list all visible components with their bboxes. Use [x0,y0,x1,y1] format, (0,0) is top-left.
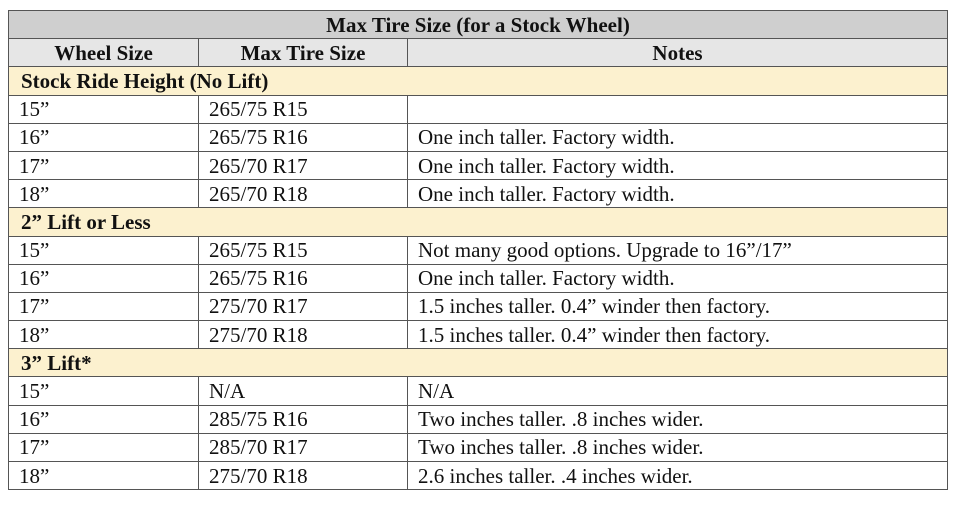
table-body: Max Tire Size (for a Stock Wheel) Wheel … [8,9,948,491]
cell: One inch taller. Factory width. [407,150,948,181]
data-row: 16” 285/75 R16 Two inches taller. .8 inche… [8,404,948,434]
cell: One inch taller. Factory width. [407,263,948,293]
cell: 16” [8,263,199,293]
section-row: 2” Lift or Less [8,207,948,237]
data-row: 18” 275/70 R18 2.6 inches taller. .4 inche… [8,460,948,491]
section-title: 2” Lift or Less [8,207,948,237]
cell: 17” [8,291,199,322]
cell: 18” [8,460,199,491]
data-row: 17” 265/70 R17 One inch taller. Factory wi… [8,150,948,181]
section-title: Stock Ride Height (No Lift) [8,66,948,96]
tire-size-table: Max Tire Size (for a Stock Wheel) Wheel … [8,9,948,491]
data-row: 15” 265/75 R15 Not many good options. Upgr… [8,235,948,265]
cell: 2.6 inches taller. .4 inches wider. [407,460,948,491]
column-header: Max Tire Size [198,38,408,68]
cell: 16” [8,122,199,152]
cell: 18” [8,179,199,209]
cell: 17” [8,432,199,463]
cell: Not many good options. Upgrade to 16”/17… [407,235,948,265]
empty-cell [407,94,948,124]
cell: 265/75 R15 [198,235,408,265]
cell: 18” [8,320,199,350]
data-row: 15” N/A N/A [8,376,948,406]
data-row: 15” 265/75 R15 [8,94,948,124]
cell: 1.5 inches taller. 0.4” winder then fact… [407,320,948,350]
cell: 15” [8,376,199,406]
cell: 15” [8,235,199,265]
cell: One inch taller. Factory width. [407,179,948,209]
header-row: Wheel Size Max Tire Size Notes [8,38,948,68]
cell: 17” [8,150,199,181]
cell: 265/70 R17 [198,150,408,181]
section-row: Stock Ride Height (No Lift) [8,66,948,96]
cell: Two inches taller. .8 inches wider. [407,404,948,434]
data-row: 16” 265/75 R16 One inch taller. Factory wi… [8,122,948,152]
cell: 265/75 R15 [198,94,408,124]
cell: 15” [8,94,199,124]
data-row: 17” 275/70 R17 1.5 inches taller. 0.4” win… [8,291,948,322]
table-title: Max Tire Size (for a Stock Wheel) [8,9,948,40]
cell: 275/70 R18 [198,460,408,491]
column-header: Wheel Size [8,38,199,68]
data-row: 18” 275/70 R18 1.5 inches taller. 0.4” win… [8,320,948,350]
cell: 1.5 inches taller. 0.4” winder then fact… [407,291,948,322]
column-header: Notes [407,38,948,68]
cell: 265/70 R18 [198,179,408,209]
cell: 265/75 R16 [198,122,408,152]
cell: One inch taller. Factory width. [407,122,948,152]
cell: Two inches taller. .8 inches wider. [407,432,948,463]
data-row: 18” 265/70 R18 One inch taller. Factory wi… [8,179,948,209]
cell: 265/75 R16 [198,263,408,293]
cell: 275/70 R18 [198,320,408,350]
data-row: 17” 285/70 R17 Two inches taller. .8 inche… [8,432,948,463]
cell: 285/70 R17 [198,432,408,463]
section-title: 3” Lift* [8,348,948,378]
title-row: Max Tire Size (for a Stock Wheel) [8,9,948,40]
cell: 285/75 R16 [198,404,408,434]
cell: N/A [198,376,408,406]
cell: N/A [407,376,948,406]
section-row: 3” Lift* [8,348,948,378]
cell: 16” [8,404,199,434]
cell: 275/70 R17 [198,291,408,322]
data-row: 16” 265/75 R16 One inch taller. Factory wi… [8,263,948,293]
